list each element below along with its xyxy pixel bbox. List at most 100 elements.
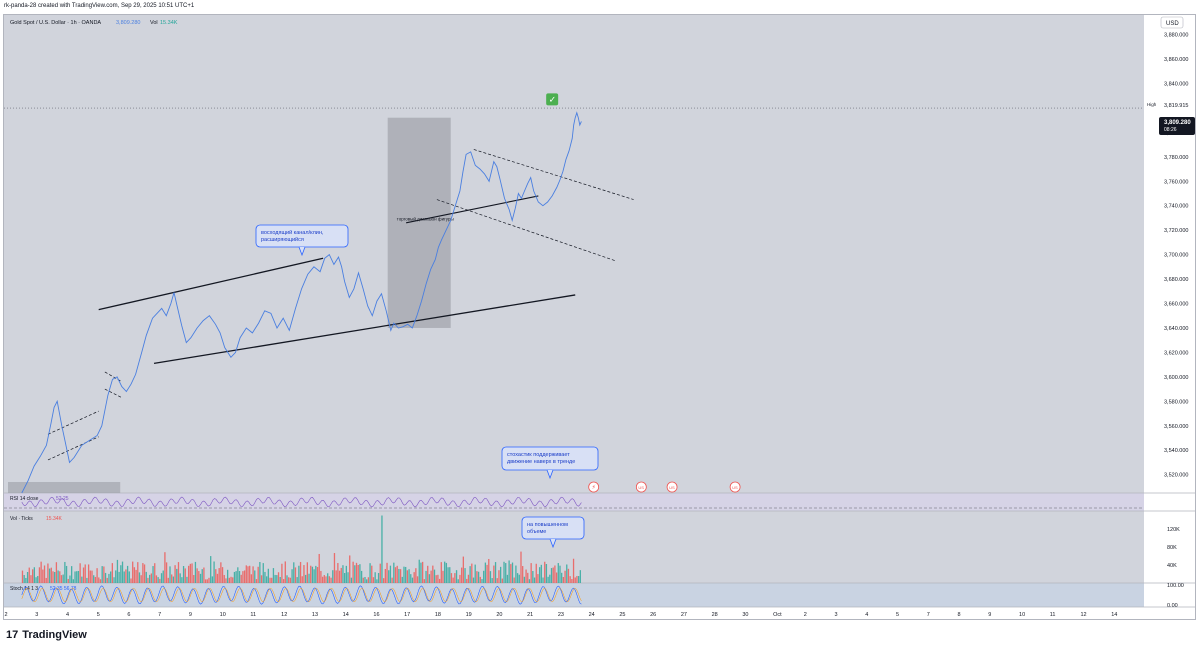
price-tick-label: 3,780.000 [1164, 155, 1188, 161]
volume-bar [165, 562, 168, 583]
volume-bar [159, 578, 161, 583]
event-marker-glyph: ⚡ [592, 484, 596, 491]
legend-vol-label: Vol [150, 20, 158, 26]
volume-bar [477, 571, 480, 583]
volume-bar [382, 578, 385, 583]
volume-bar [99, 579, 102, 583]
volume-bar [457, 579, 459, 583]
volume-bar [55, 562, 58, 583]
stoch-d-line [21, 587, 582, 603]
volume-bar [101, 566, 103, 583]
volume-bar [38, 567, 41, 583]
volume-bar [511, 562, 514, 583]
volume-bar [106, 577, 108, 583]
volume-bar [171, 574, 173, 583]
time-tick-label: 3 [35, 612, 38, 618]
volume-bar [160, 573, 163, 583]
volume-bar [574, 577, 576, 583]
volume-bar [177, 562, 180, 583]
volume-bar [494, 562, 497, 583]
volume-bar [54, 571, 56, 583]
time-tick-label: 24 [589, 612, 595, 618]
volume-bar [393, 562, 395, 583]
volume-bar [506, 574, 509, 583]
volume-bar [37, 575, 39, 583]
volume-bar [213, 561, 215, 583]
time-tick-label: 2 [4, 612, 7, 618]
chart-svg[interactable]: Gold Spot / U.S. Dollar · 1h · OANDA 3,80… [4, 15, 1195, 619]
volume-bar [242, 571, 244, 583]
volume-bar [577, 576, 580, 583]
volume-bar [89, 570, 91, 583]
time-tick-label: 25 [619, 612, 625, 618]
volume-bar [360, 570, 363, 583]
time-tick-label: 8 [958, 612, 961, 618]
volume-bar [544, 561, 546, 583]
price-tick-label: 3,680.000 [1164, 277, 1188, 283]
volume-bar [530, 563, 532, 583]
volume-bar [42, 569, 44, 583]
volume-bar [372, 577, 375, 583]
time-tick-label: Oct [773, 612, 782, 618]
volume-bar [169, 566, 171, 583]
volume-bar [152, 566, 154, 583]
volume-bar [516, 573, 519, 583]
volume-bar [259, 562, 261, 583]
price-tick-label: 3,540.000 [1164, 448, 1188, 454]
volume-bar [345, 565, 347, 583]
volume-bar [116, 559, 119, 583]
volume-bar [505, 563, 507, 583]
volume-bar [188, 565, 190, 583]
volume-callout-tip [549, 538, 557, 549]
volume-bar [247, 566, 249, 583]
time-tick-label: 10 [1019, 612, 1025, 618]
flag-lower-line [436, 199, 616, 262]
volume-bar [347, 572, 349, 583]
price-tick-label: 3,660.000 [1164, 302, 1188, 308]
volume-bar [381, 515, 383, 583]
volume-bar [281, 563, 283, 583]
volume-bar [547, 576, 549, 583]
volume-bar [311, 566, 314, 583]
volume-bar [318, 553, 320, 583]
time-tick-label: 16 [373, 612, 379, 618]
volume-bar [403, 566, 405, 583]
volume-bar [323, 575, 325, 583]
volume-bar [255, 579, 258, 583]
volume-bar [48, 568, 51, 583]
tradingview-brand: TradingView [22, 629, 87, 641]
volume-callout-text: на повышенном [527, 522, 568, 528]
volume-bar [301, 576, 303, 583]
volume-bar [406, 570, 409, 583]
volume-bar [123, 571, 125, 583]
small-flag-lower-line [104, 388, 122, 398]
volume-bar [147, 577, 149, 583]
high-label-box [1145, 101, 1161, 109]
volume-bar [444, 561, 446, 583]
volume-bar [515, 565, 517, 583]
volume-bar [201, 569, 203, 583]
check-icon [546, 93, 559, 106]
volume-bar [498, 570, 500, 583]
volume-bar [518, 574, 520, 583]
volume-bar [33, 567, 36, 583]
time-tick-label: 7 [927, 612, 930, 618]
volume-bar [154, 563, 156, 583]
volume-bar [481, 579, 483, 583]
volume-bar [276, 575, 278, 583]
volume-bar [296, 577, 298, 583]
volume-bar [238, 571, 241, 583]
check-glyph: ✓ [549, 94, 557, 104]
time-tick-label: 11 [250, 612, 256, 618]
volume-bar [508, 560, 510, 583]
volume-bar [554, 565, 556, 583]
volume-bar [218, 568, 220, 583]
volume-bar [230, 576, 232, 583]
volume-bar [396, 565, 398, 583]
volume-bar [328, 576, 331, 583]
time-tick-label: 5 [896, 612, 899, 618]
time-tick-label: 14 [1111, 612, 1117, 618]
chart-frame[interactable]: Gold Spot / U.S. Dollar · 1h · OANDA 3,80… [3, 14, 1196, 620]
volume-bar [476, 571, 478, 583]
volume-bar [110, 571, 112, 583]
